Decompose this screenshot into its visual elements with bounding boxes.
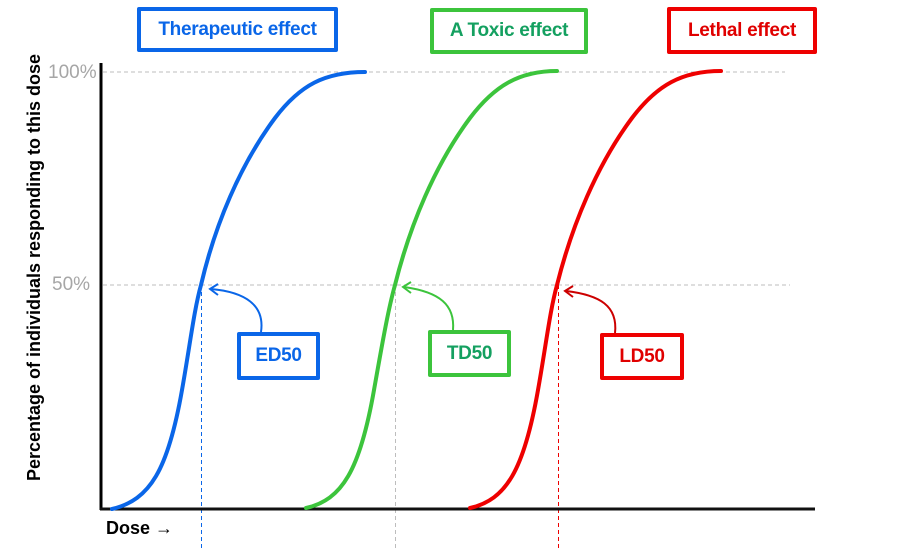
td50-callout: TD50 (428, 330, 511, 377)
lethal-curve (468, 69, 723, 510)
therapeutic-effect-label: Therapeutic effect (137, 7, 338, 52)
y-axis-title: Percentage of individuals responding to … (24, 53, 44, 481)
ed50-arrow (208, 283, 263, 333)
x-axis-title: Dose → (106, 518, 174, 538)
ed50-callout: ED50 (237, 332, 320, 380)
toxic-curve (304, 69, 559, 510)
lethal-effect-label: Lethal effect (667, 7, 817, 54)
toxic-effect-label: A Toxic effect (430, 8, 588, 54)
therapeutic-curve (110, 70, 367, 511)
td50-arrow (401, 281, 455, 331)
ld50-callout: LD50 (600, 333, 684, 380)
y-tick-50: 50% (52, 274, 91, 295)
y-tick-100: 100% (48, 62, 97, 83)
ld50-arrow (563, 285, 617, 334)
